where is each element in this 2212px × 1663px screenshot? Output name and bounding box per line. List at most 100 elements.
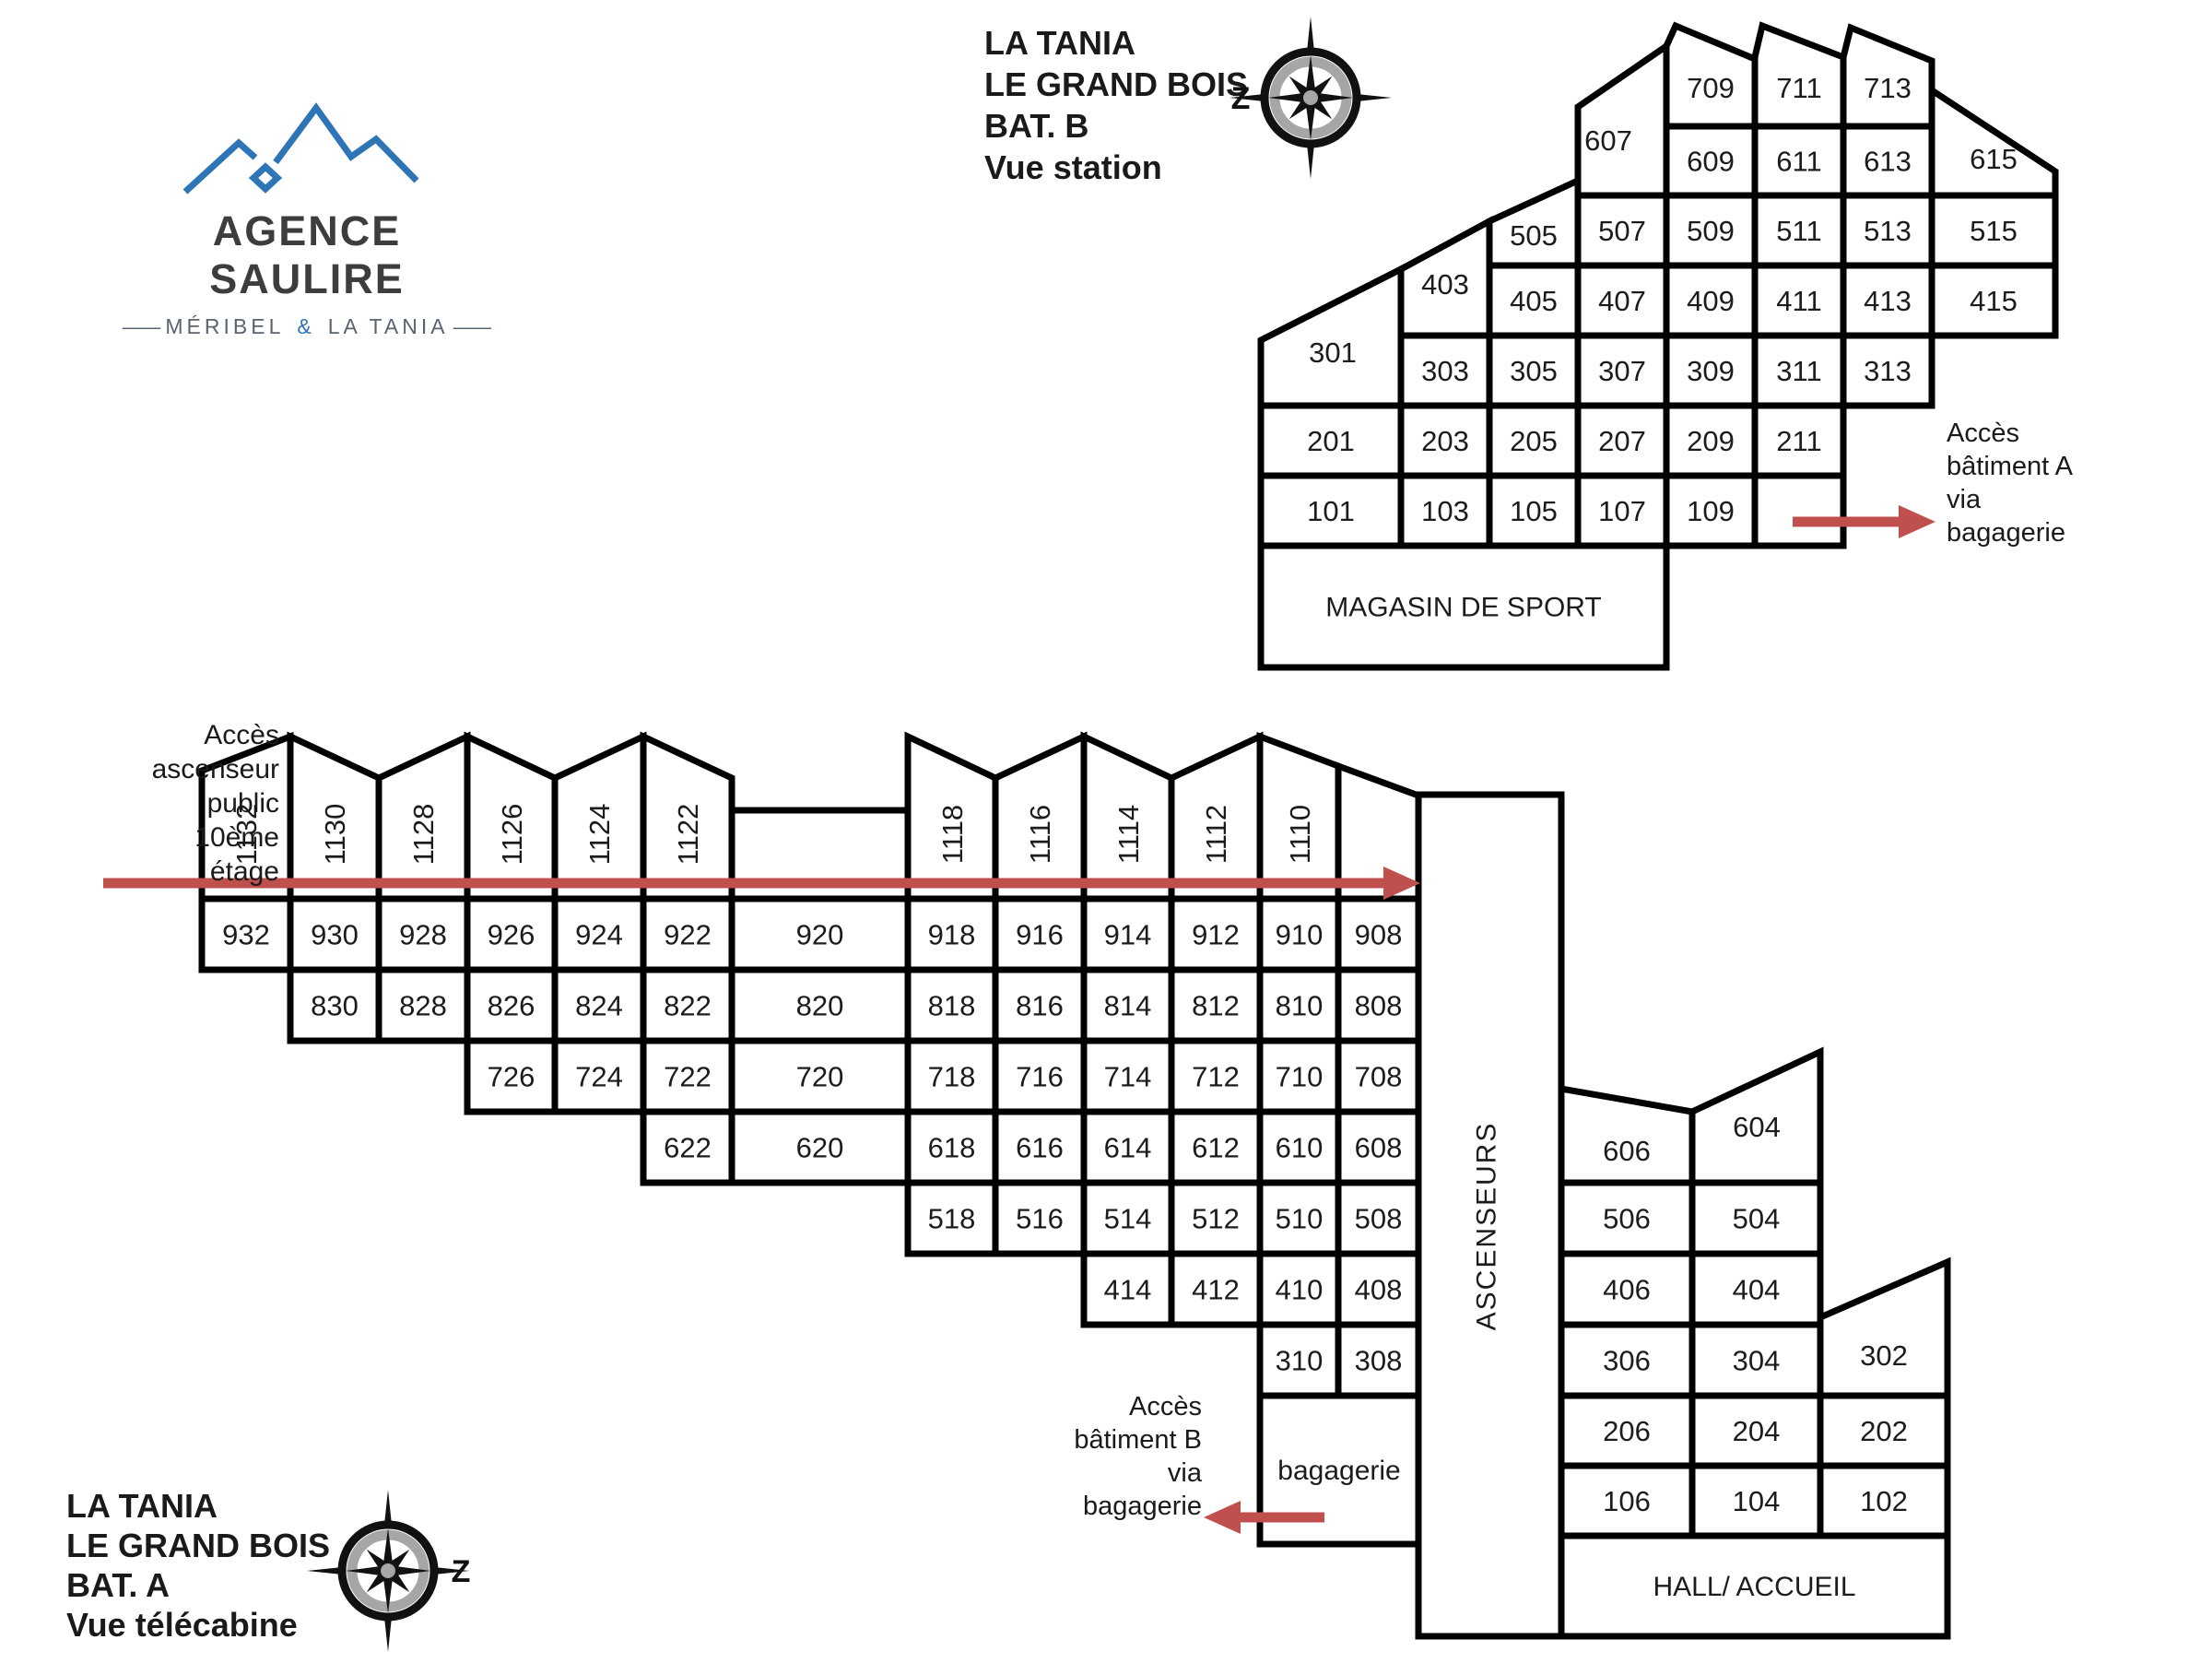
logo-sub-left: MÉRIBEL — [165, 314, 285, 338]
room-label-830: 830 — [311, 989, 359, 1021]
room-label-304: 304 — [1733, 1344, 1781, 1376]
logo-sub-right: LA TANIA — [327, 314, 449, 338]
room-label-107: 107 — [1598, 495, 1646, 527]
room-cell-211 — [1751, 402, 1847, 479]
room-label-824: 824 — [575, 989, 623, 1021]
room-label-611: 611 — [1776, 145, 1821, 177]
room-label-511: 511 — [1776, 215, 1821, 247]
room-label-814: 814 — [1104, 989, 1152, 1021]
room-label-513: 513 — [1864, 215, 1912, 247]
room-label-404: 404 — [1733, 1273, 1781, 1305]
room-label-408: 408 — [1355, 1273, 1403, 1305]
room-label-105: 105 — [1510, 495, 1558, 527]
room-label-510: 510 — [1276, 1202, 1324, 1234]
room-label-411: 411 — [1776, 285, 1821, 317]
logo-dash-right: — — [453, 314, 491, 338]
room-label-716: 716 — [1016, 1060, 1064, 1092]
room-label-518: 518 — [928, 1202, 976, 1234]
room-label-910: 910 — [1276, 918, 1324, 950]
room-label-604: 604 — [1733, 1111, 1781, 1143]
room-label-415: 415 — [1970, 285, 2018, 317]
room-cell-622 — [640, 1108, 735, 1186]
building-a-title-line: LA TANIA — [66, 1487, 218, 1525]
room-label-413: 413 — [1864, 285, 1912, 317]
room-cell-309 — [1663, 332, 1759, 409]
room-label-313: 313 — [1864, 355, 1912, 387]
north-letter: Z — [1231, 81, 1251, 116]
room-cell-916 — [992, 895, 1088, 973]
room-label-303: 303 — [1421, 355, 1469, 387]
arrow-to-batiment-a — [1793, 505, 1936, 538]
room-cell-820 — [728, 966, 912, 1044]
room-label-504: 504 — [1733, 1202, 1781, 1234]
building-b-title-line: BAT. B — [984, 107, 1089, 145]
ascenseurs-shaft — [1415, 791, 1565, 1640]
room-label-708: 708 — [1355, 1060, 1403, 1092]
room-cell-415 — [1928, 262, 2059, 339]
logo-subtitle: — MÉRIBEL & LA TANIA — — [120, 314, 494, 339]
room-label-1132: 1132 — [230, 804, 263, 866]
room-label-924: 924 — [575, 918, 623, 950]
room-label-720: 720 — [796, 1060, 844, 1092]
room-label-202: 202 — [1860, 1415, 1908, 1447]
room-label-822: 822 — [664, 989, 712, 1021]
logo-dash-left: — — [123, 314, 161, 338]
room-label-405: 405 — [1510, 285, 1558, 317]
ascenseurs-label: ASCENSEURS — [1472, 1122, 1502, 1331]
room-cell-509 — [1663, 192, 1759, 269]
room-label-409: 409 — [1687, 285, 1735, 317]
room-label-820: 820 — [796, 989, 844, 1021]
room-label-414: 414 — [1104, 1273, 1152, 1305]
room-label-828: 828 — [399, 989, 447, 1021]
room-label-926: 926 — [488, 918, 535, 950]
room-label-1116: 1116 — [1024, 805, 1056, 864]
mountain-icon — [182, 102, 419, 195]
room-label-410: 410 — [1276, 1273, 1324, 1305]
room-cell-918 — [904, 895, 999, 973]
room-cell-313 — [1840, 332, 1936, 409]
room-label-818: 818 — [928, 989, 976, 1021]
room-label-211: 211 — [1776, 425, 1821, 457]
room-label-1126: 1126 — [496, 804, 528, 866]
note-line: étage — [209, 856, 279, 887]
note-line: Accès — [1947, 419, 2019, 448]
room-label-204: 204 — [1733, 1415, 1781, 1447]
room-label-618: 618 — [928, 1131, 976, 1163]
room-cell-515 — [1928, 192, 2059, 269]
room-label-305: 305 — [1510, 355, 1558, 387]
room-label-101: 101 — [1307, 495, 1355, 527]
room-label-104: 104 — [1733, 1485, 1781, 1517]
room-cell-201 — [1257, 402, 1405, 479]
agence-saulire-logo: AGENCE SAULIRE — MÉRIBEL & LA TANIA — — [120, 92, 494, 339]
hall-cell — [1558, 1532, 1951, 1640]
room-cell-607 — [1574, 40, 1670, 199]
room-label-1122: 1122 — [672, 804, 704, 866]
building-a-title-line: LE GRAND BOIS — [66, 1527, 331, 1564]
room-cell-932 — [198, 895, 294, 973]
room-label-610: 610 — [1276, 1131, 1324, 1163]
room-label-808: 808 — [1355, 989, 1403, 1021]
room-label-609: 609 — [1687, 145, 1735, 177]
room-label-209: 209 — [1687, 425, 1735, 457]
room-cell-830 — [287, 966, 382, 1044]
room-label-310: 310 — [1276, 1344, 1324, 1376]
room-label-301: 301 — [1309, 336, 1357, 369]
room-label-711: 711 — [1776, 72, 1821, 104]
room-cell-922 — [640, 895, 735, 973]
room-label-608: 608 — [1355, 1131, 1403, 1163]
room-label-103: 103 — [1421, 495, 1469, 527]
room-label-1110: 1110 — [1284, 805, 1316, 864]
room-cell-101 — [1257, 472, 1405, 549]
room-label-613: 613 — [1864, 145, 1912, 177]
room-label-203: 203 — [1421, 425, 1469, 457]
room-label-1112: 1112 — [1200, 805, 1232, 864]
building-b-title-line: LE GRAND BOIS — [984, 65, 1249, 103]
room-label-810: 810 — [1276, 989, 1324, 1021]
room-label-826: 826 — [488, 989, 535, 1021]
room-cell-512 — [1168, 1179, 1264, 1257]
building-a-title-line: Vue télécabine — [66, 1606, 298, 1644]
room-label-726: 726 — [488, 1060, 535, 1092]
room-cell-516 — [992, 1179, 1088, 1257]
room-label-512: 512 — [1192, 1202, 1240, 1234]
